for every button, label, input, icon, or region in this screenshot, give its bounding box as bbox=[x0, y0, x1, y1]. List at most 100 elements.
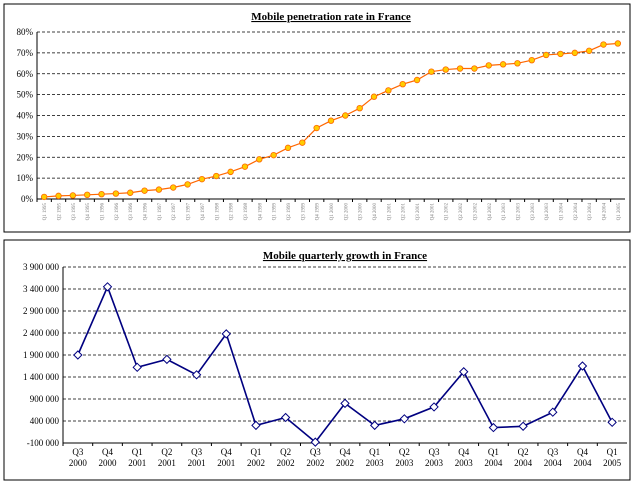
x-tick-label: Q1 2004 bbox=[484, 447, 503, 468]
x-tick-label: Q1 2000 bbox=[330, 203, 335, 221]
marker bbox=[98, 190, 105, 198]
marker bbox=[256, 156, 263, 163]
y-tick-label: 2 400 000 bbox=[23, 328, 60, 338]
y-tick-label: 20% bbox=[17, 152, 34, 162]
marker bbox=[518, 421, 528, 431]
x-tick-label: Q2 2000 bbox=[344, 203, 349, 221]
x-tick-label: Q2 1997 bbox=[172, 203, 177, 221]
x-tick-label: Q2 1996 bbox=[115, 203, 120, 221]
x-tick-label: Q4 2000 bbox=[373, 203, 378, 221]
x-tick-label: Q3 1999 bbox=[301, 203, 306, 221]
y-tick-label: 0% bbox=[21, 194, 34, 204]
marker bbox=[456, 65, 464, 72]
x-tick-label: Q2 2003 bbox=[516, 203, 521, 221]
x-tick-label: Q1 2002 bbox=[247, 447, 265, 468]
x-tick-label: Q4 2004 bbox=[573, 447, 592, 468]
x-tick-label: Q3 2000 bbox=[69, 447, 88, 468]
marker bbox=[270, 151, 277, 159]
marker bbox=[83, 191, 91, 199]
x-tick-label: Q1 2005 bbox=[603, 447, 622, 468]
x-tick-label: Q3 2003 bbox=[531, 203, 536, 221]
y-tick-label: 10% bbox=[17, 173, 34, 183]
x-tick-label: Q4 2001 bbox=[430, 203, 435, 221]
x-tick-label: Q4 2002 bbox=[336, 447, 354, 468]
x-tick-label: Q4 1996 bbox=[144, 203, 149, 221]
x-tick-label: Q1 2003 bbox=[502, 203, 507, 221]
x-tick-label: Q1 1999 bbox=[273, 203, 278, 221]
marker bbox=[471, 65, 478, 72]
x-tick-label: Q3 2004 bbox=[544, 447, 563, 468]
marker bbox=[600, 41, 607, 48]
x-tick-label: Q1 2003 bbox=[366, 447, 385, 468]
marker bbox=[280, 412, 291, 423]
x-tick-label: Q1 1996 bbox=[101, 203, 106, 221]
marker bbox=[356, 104, 363, 112]
marker bbox=[488, 422, 499, 433]
panel bbox=[3, 3, 631, 233]
x-tick-label: Q3 2001 bbox=[416, 203, 421, 221]
y-tick-label: 2 900 000 bbox=[23, 306, 60, 316]
x-tick-label: Q2 1995 bbox=[58, 203, 63, 221]
chart-title: Mobile quarterly growth in France bbox=[263, 250, 427, 262]
x-tick-label: Q4 1995 bbox=[86, 203, 91, 221]
marker bbox=[485, 62, 492, 69]
marker bbox=[585, 47, 593, 54]
marker bbox=[459, 367, 469, 377]
y-tick-label: 1 400 000 bbox=[23, 372, 60, 382]
marker bbox=[385, 87, 392, 94]
y-tick-label: 1 900 000 bbox=[23, 350, 60, 360]
marker bbox=[399, 414, 410, 424]
x-tick-label: Q3 2002 bbox=[306, 447, 324, 468]
x-tick-label: Q1 1995 bbox=[43, 203, 48, 221]
x-tick-label: Q4 1998 bbox=[258, 203, 263, 221]
x-tick-label: Q3 2002 bbox=[473, 203, 478, 221]
x-tick-label: Q2 2003 bbox=[395, 447, 414, 468]
y-tick-label: -100 000 bbox=[27, 438, 60, 448]
marker bbox=[429, 402, 439, 412]
marker bbox=[69, 192, 77, 199]
marker bbox=[198, 175, 206, 183]
marker bbox=[155, 186, 163, 193]
y-tick-label: 3 900 000 bbox=[23, 262, 60, 272]
y-tick-label: 40% bbox=[17, 111, 34, 121]
x-tick-label: Q3 2000 bbox=[359, 203, 364, 221]
x-tick-label: Q3 1997 bbox=[187, 203, 192, 221]
y-tick-label: 80% bbox=[17, 27, 34, 37]
marker bbox=[184, 181, 191, 188]
y-tick-label: 60% bbox=[17, 69, 34, 79]
marker bbox=[141, 187, 148, 194]
marker bbox=[369, 420, 380, 431]
marker bbox=[327, 117, 335, 124]
marker bbox=[241, 163, 249, 170]
x-tick-label: Q2 1999 bbox=[287, 203, 292, 221]
x-tick-label: Q3 2001 bbox=[188, 447, 206, 468]
x-tick-label: Q3 1995 bbox=[72, 203, 77, 221]
x-tick-label: Q2 2004 bbox=[574, 203, 579, 221]
x-tick-label: Q2 2001 bbox=[158, 447, 176, 468]
x-tick-label: Q2 1998 bbox=[230, 203, 235, 221]
marker bbox=[428, 68, 435, 75]
marker bbox=[557, 50, 564, 58]
marker bbox=[162, 354, 172, 365]
x-tick-label: Q4 1997 bbox=[201, 203, 206, 221]
marker bbox=[227, 168, 234, 176]
y-tick-label: 70% bbox=[17, 48, 34, 58]
x-tick-label: Q1 1997 bbox=[158, 203, 163, 221]
x-tick-label: Q3 1998 bbox=[244, 203, 249, 221]
x-tick-label: Q3 2004 bbox=[588, 203, 593, 221]
x-tick-label: Q4 2000 bbox=[99, 447, 118, 468]
marker bbox=[514, 60, 521, 67]
marker bbox=[73, 350, 83, 360]
x-tick-label: Q3 2003 bbox=[425, 447, 444, 468]
x-tick-label: Q2 2001 bbox=[402, 203, 407, 221]
marker bbox=[548, 407, 558, 417]
x-tick-label: Q1 2005 bbox=[617, 203, 622, 221]
marker bbox=[127, 189, 134, 196]
x-tick-label: Q1 1998 bbox=[215, 203, 220, 221]
x-tick-label: Q2 2004 bbox=[514, 447, 533, 468]
x-tick-label: Q2 2002 bbox=[277, 447, 295, 468]
marker bbox=[528, 56, 535, 64]
x-tick-label: Q4 2003 bbox=[545, 203, 550, 221]
marker bbox=[310, 437, 321, 447]
x-tick-label: Q4 1999 bbox=[316, 203, 321, 221]
